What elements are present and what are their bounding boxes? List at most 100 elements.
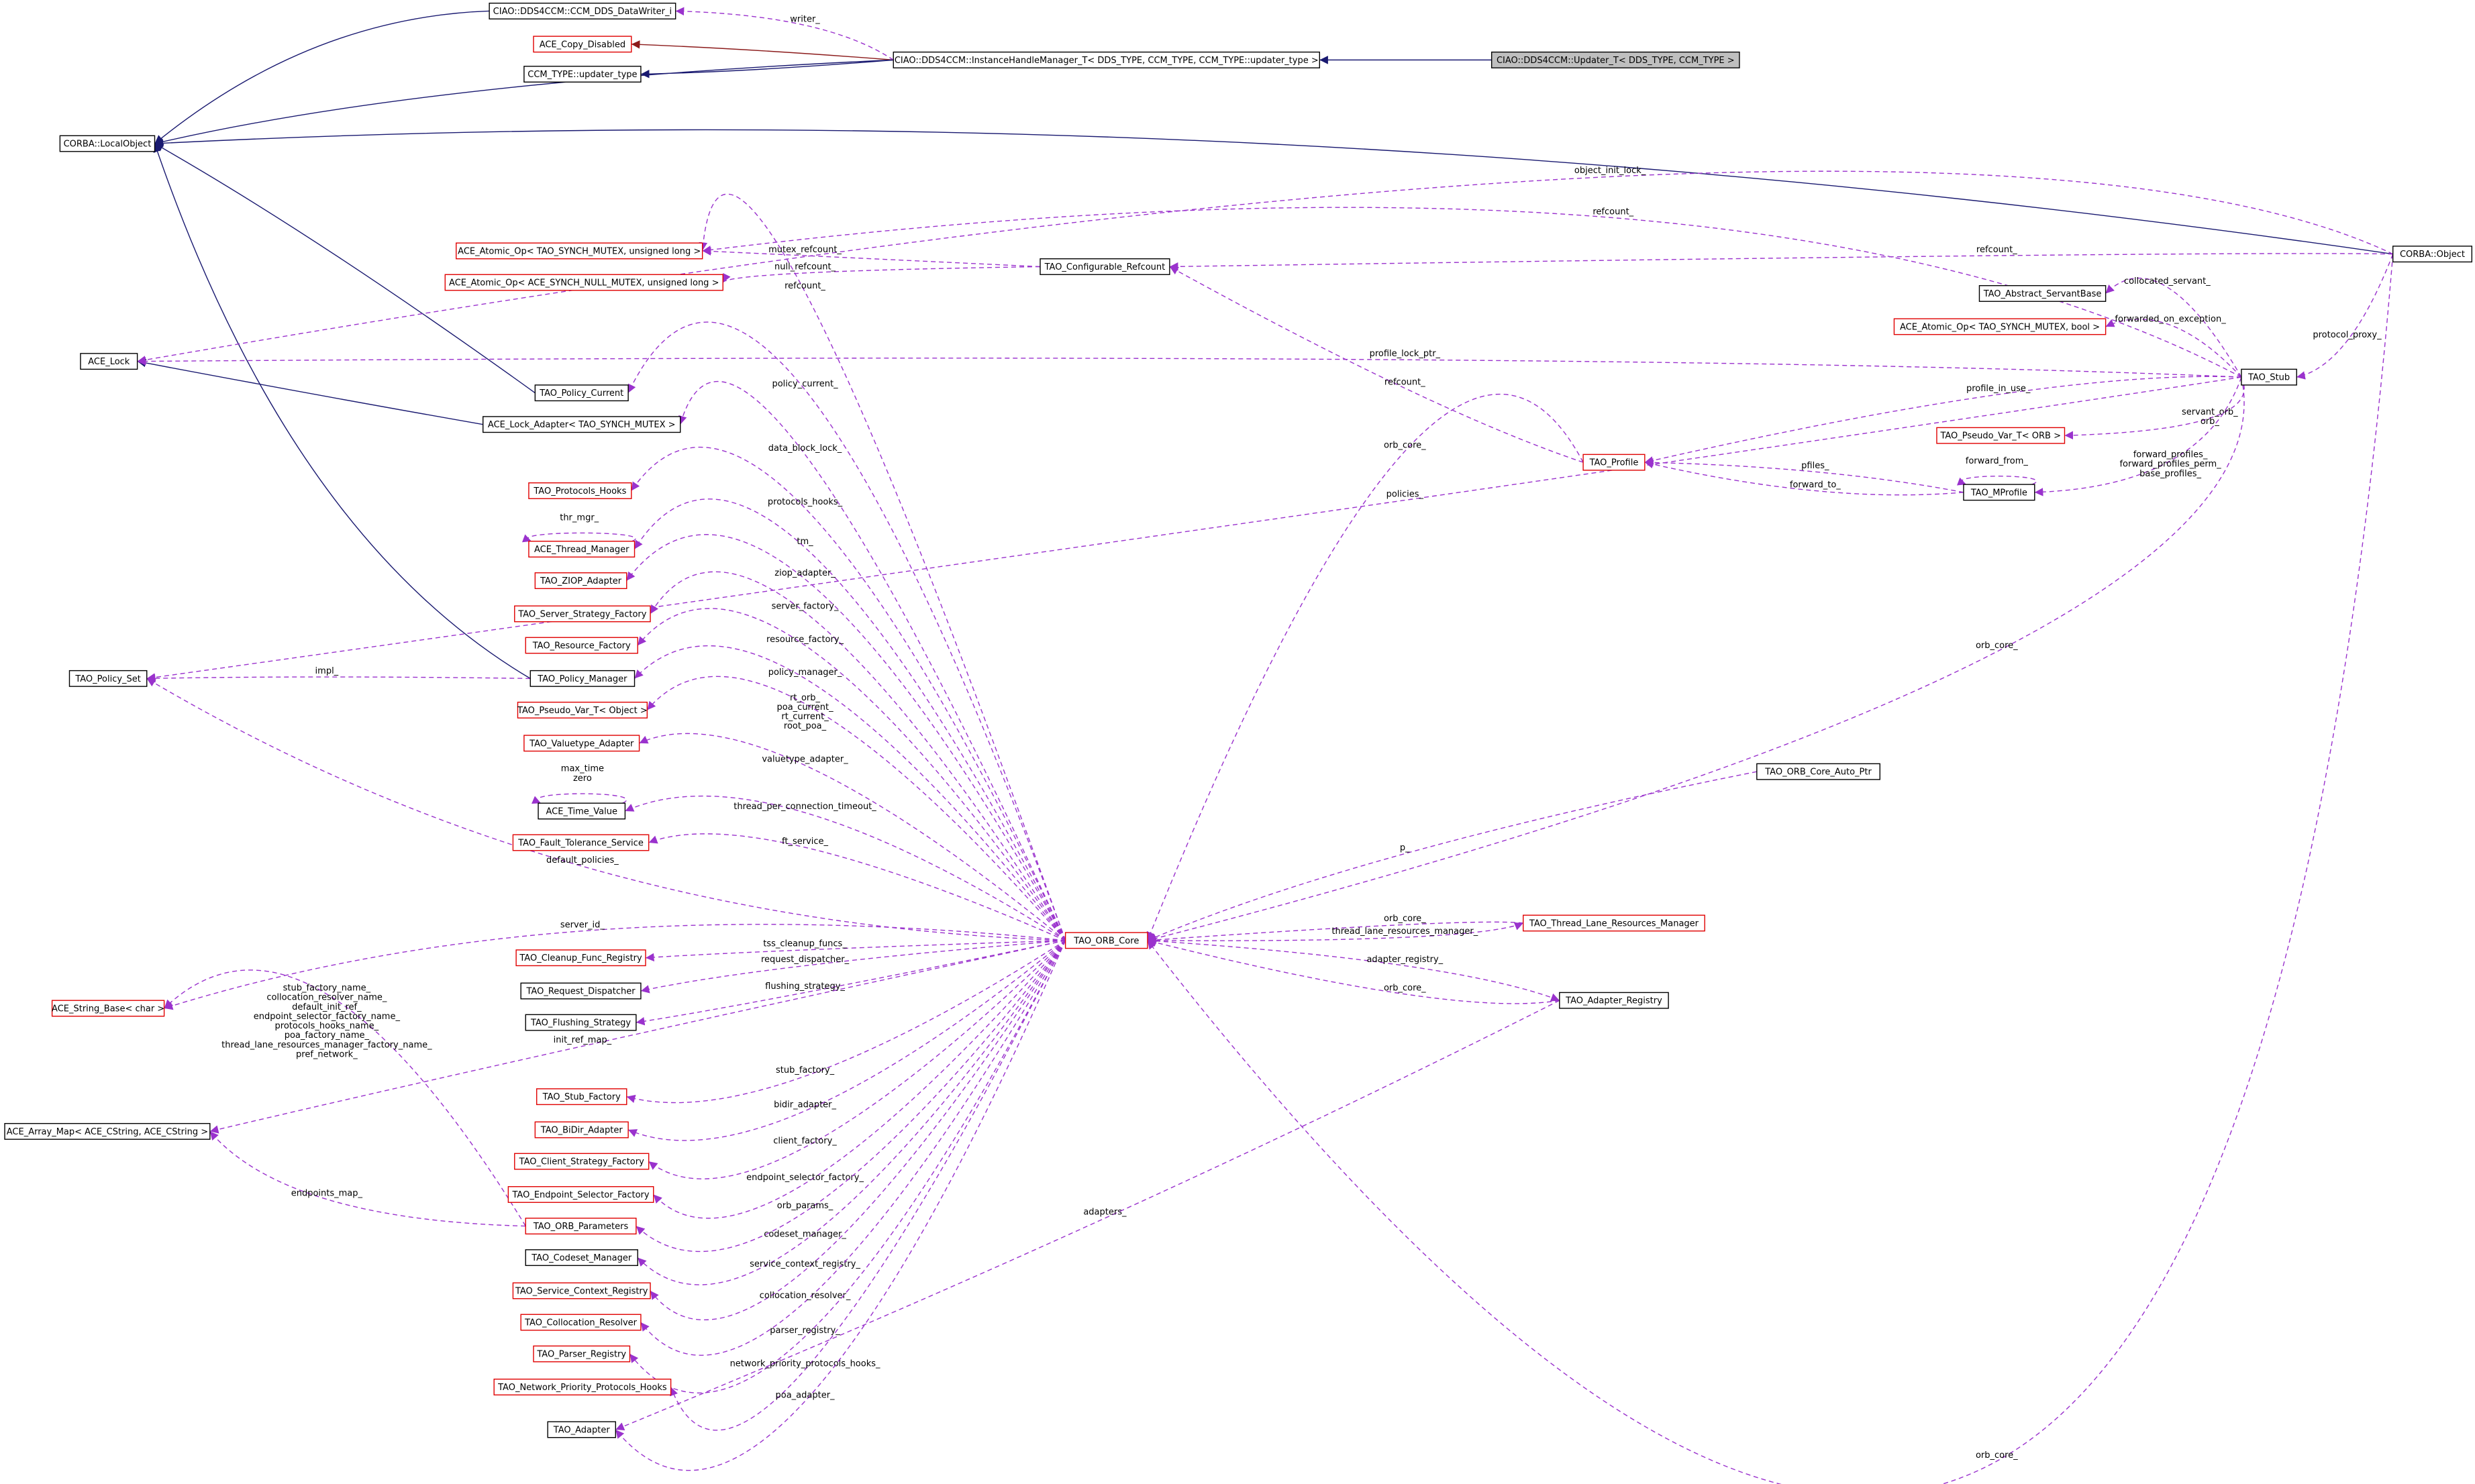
edge-label: client_factory_ [773,1136,837,1147]
class-label: TAO_Abstract_ServantBase [1983,289,2102,299]
edge-label: policy_manager_ [768,668,842,678]
class-label: TAO_Service_Context_Registry [515,1286,648,1296]
edge-label: init_ref_map_ [554,1035,612,1045]
edge-label: object_init_lock_ [1574,166,1646,176]
usage-edge [678,380,1066,941]
class-box [534,384,629,402]
usage-edge [636,940,1066,1026]
class-box [1523,914,1705,932]
class-box [51,1000,165,1017]
class-label: CORBA::Object [2400,250,2465,260]
edge-label: orb_core_ [1976,1450,2018,1461]
class-box [1978,285,2107,302]
edge-label: refcount_ [1593,207,1633,217]
class-label: CIAO::DDS4CCM::Updater_T< DDS_TYPE, CCM_… [1497,56,1735,66]
edge-label: policies_ [1386,489,1424,499]
usage-edge [640,940,1066,994]
edge-label: thread_lane_resources_manager_ [1331,926,1478,937]
class-label: TAO_Network_Priority_Protocols_Hooks [497,1383,667,1393]
usage-edge [631,446,1066,941]
edge-label: base_profiles_ [2139,469,2201,479]
class-label: TAO_ORB_Parameters [533,1222,629,1232]
edge-label: resource_factory_ [766,635,844,645]
class-box [515,949,646,967]
edge-label: request_dispatcher_ [761,955,850,965]
edge-label: data_block_lock_ [768,443,842,454]
class-box [525,1014,637,1031]
class-box [534,1121,629,1138]
class-box [528,482,632,499]
usage-edge [627,321,1066,941]
nodes: CIAO::DDS4CCM::CCM_DDS_DataWriter_iACE_C… [4,3,2472,1438]
class-label: TAO_Configurable_Refcount [1044,262,1166,272]
class-label: ACE_Thread_Manager [534,545,629,555]
usage-edge [1147,921,1523,945]
edge-label: poa_current_ [777,702,834,712]
edge-label: collocation_resolver_ [760,1291,851,1301]
class-label: TAO_MProfile [1970,488,2027,498]
edge-label: thread_per_connection_timeout_ [734,802,876,812]
edge-label: tss_cleanup_funcs_ [763,939,847,949]
usage-edge [675,7,894,60]
usage-edge [634,645,1066,941]
class-label: ACE_Atomic_Op< TAO_SYNCH_MUTEX, bool > [1900,322,2100,332]
class-label: TAO_Thread_Lane_Resources_Manager [1529,918,1699,929]
usage-edge [637,940,1066,1285]
edge-label: writer_ [790,14,820,24]
usage-edge [209,940,1066,1134]
inheritance-edge [154,59,894,146]
edge-label: ft_service_ [782,837,829,847]
class-label: CORBA::LocalObject [64,140,152,150]
class-box [68,670,148,687]
edge-label: profile_lock_ptr_ [1370,349,1441,359]
edge-label: stub_factory_name_ [283,984,371,994]
usage-edge [640,940,1066,1356]
class-box [893,51,1321,68]
edge-label: flushing_strategy_ [765,982,845,992]
class-label: CCM_TYPE::updater_type [527,70,637,80]
inheritance-edge [153,143,531,679]
class-box [456,242,703,260]
edge-label: thread_lane_resources_manager_factory_na… [221,1040,432,1050]
class-box [523,735,640,752]
usage-edge [615,940,1066,1471]
edge-label: endpoint_selector_factory_name_ [254,1012,401,1022]
class-label: TAO_Client_Strategy_Factory [519,1157,644,1167]
usage-edge [1147,938,1560,1004]
class-label: ACE_Lock_Adapter< TAO_SYNCH_MUTEX > [488,420,676,430]
edge-label: poa_factory_name_ [285,1030,370,1041]
edge-label: collocated_servant_ [2124,276,2211,286]
usage-edge [1146,393,1584,941]
usage-edge [702,247,1041,268]
usage-edge [164,924,1066,1010]
edge-label: forward_profiles_perm_ [2119,460,2221,470]
edge-label: adapters_ [1083,1208,1127,1218]
class-label: TAO_BiDir_Adapter [540,1126,623,1136]
class-box [1936,427,2066,444]
class-box [4,1122,211,1140]
usage-edge [639,733,1066,941]
usage-edge [164,969,526,1226]
class-box [483,416,681,433]
class-box [2241,368,2297,386]
class-label: TAO_ORB_Core [1073,936,1139,946]
usage-edge [1147,771,1757,941]
class-label: TAO_ORB_Core_Auto_Ptr [1764,767,1872,778]
class-label: TAO_Codeset_Manager [531,1253,632,1263]
class-label: ACE_Atomic_Op< ACE_SYNCH_NULL_MUTEX, uns… [449,278,719,288]
inheritance-edge [631,40,894,61]
class-label: ACE_Atomic_Op< TAO_SYNCH_MUTEX, unsigned… [458,246,701,256]
inheritance-edge [154,143,536,394]
class-label: TAO_Policy_Current [539,388,623,399]
usage-edge [2034,376,2242,496]
class-box [523,66,642,83]
class-label: ACE_Lock [88,357,130,367]
edge-label: parser_registry_ [770,1326,840,1336]
inheritance-edge [154,129,2393,255]
class-box [517,701,648,719]
edge-label: protocols_hooks_name_ [275,1021,379,1031]
edge-label: ziop_adapter_ [774,568,836,578]
edge-label: tm_ [797,537,813,547]
class-box [489,3,676,19]
